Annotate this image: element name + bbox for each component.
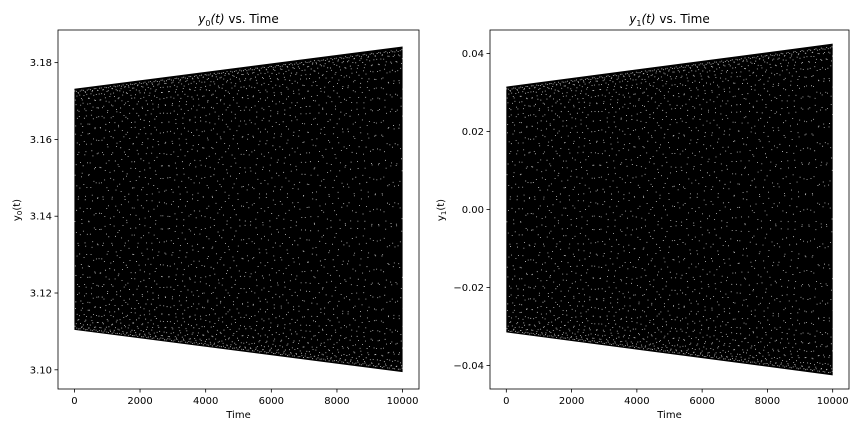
plot-frame <box>57 29 420 390</box>
x-axis-label: Time <box>656 410 681 421</box>
x-tick-label: 6000 <box>259 396 284 407</box>
y-tick-label: 0.00 <box>462 205 484 216</box>
y-axis-label: y1(t) <box>436 199 448 221</box>
data-envelope <box>506 43 833 376</box>
y-tick-label: 3.14 <box>30 212 52 223</box>
chart-title: y1(t) vs. Time <box>628 12 709 28</box>
chart-title: y0(t) vs. Time <box>197 12 278 28</box>
y-tick-label: 3.12 <box>30 289 52 300</box>
data-point-pattern <box>74 49 404 370</box>
y-axis: −0.04 −0.02 0.00 0.02 0.04 <box>453 49 490 372</box>
y-tick-label: 0.04 <box>462 49 484 60</box>
x-tick-label: 4000 <box>193 396 218 407</box>
x-tick-label: 8000 <box>324 396 349 407</box>
y-tick-label: 3.18 <box>30 58 52 69</box>
x-tick-label: 2000 <box>127 396 152 407</box>
y-tick-label: −0.04 <box>453 361 484 372</box>
y1-data-points <box>506 43 834 376</box>
x-axis: 0 2000 4000 6000 8000 10000 <box>71 389 418 407</box>
y-tick-label: 3.16 <box>30 135 52 146</box>
x-tick-label: 8000 <box>755 396 780 407</box>
y1-subplot: y1(t) vs. Time 0 2000 4000 6000 8000 10000 −0… <box>436 12 850 421</box>
y-tick-label: 3.10 <box>30 365 52 376</box>
x-tick-label: 10000 <box>817 396 849 407</box>
x-tick-label: 0 <box>71 396 77 407</box>
x-tick-label: 2000 <box>559 396 584 407</box>
x-tick-label: 0 <box>503 396 509 407</box>
x-tick-label: 4000 <box>624 396 649 407</box>
y-axis: 3.10 3.12 3.14 3.16 3.18 <box>30 58 58 376</box>
y0-subplot: y0(t) vs. Time 0 2000 4000 6000 8000 10000 3.… <box>12 12 420 421</box>
data-envelope <box>74 46 403 373</box>
y-axis-label: y0(t) <box>12 199 24 221</box>
x-tick-label: 6000 <box>689 396 714 407</box>
y-tick-label: 0.02 <box>462 127 484 138</box>
x-axis: 0 2000 4000 6000 8000 10000 <box>503 389 849 407</box>
x-tick-label: 10000 <box>387 396 419 407</box>
data-point-pattern <box>506 46 834 373</box>
x-axis-label: Time <box>225 410 250 421</box>
y0-data-points <box>74 46 404 373</box>
y-tick-label: −0.02 <box>453 283 484 294</box>
